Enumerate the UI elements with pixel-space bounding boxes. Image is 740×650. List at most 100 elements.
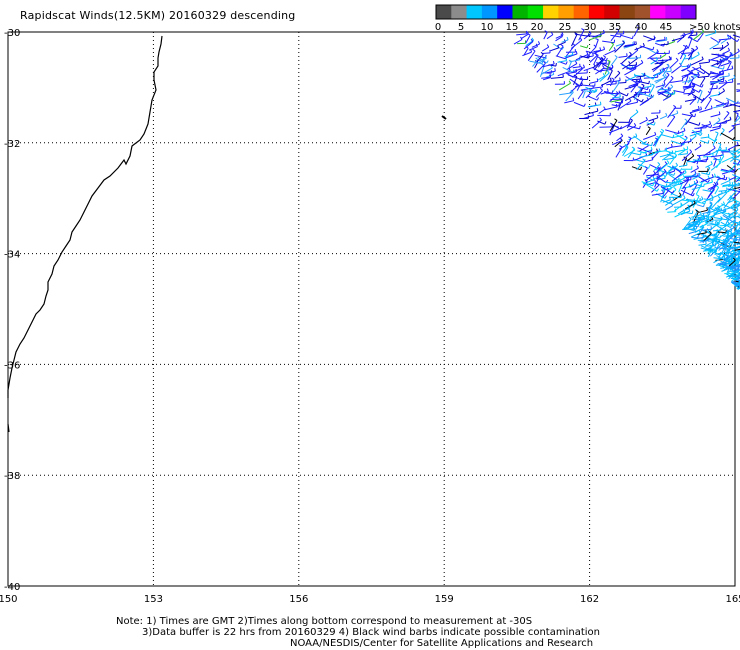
wind-barb (690, 58, 704, 66)
wind-barb-flag (703, 203, 705, 207)
wind-barb (684, 202, 696, 210)
wind-barb-flag (602, 55, 606, 58)
wind-barb (541, 76, 551, 79)
wind-barb-flag (683, 44, 687, 47)
wind-barb-flag (727, 221, 730, 225)
wind-barb-flag (572, 69, 575, 73)
wind-barb-flag (520, 36, 523, 40)
wind-barb-flag (731, 52, 734, 56)
wind-barb (723, 197, 733, 209)
wind-barb (672, 134, 684, 139)
wind-barb (632, 96, 643, 103)
wind-barb (633, 88, 642, 101)
wind-barb-flag (727, 248, 730, 252)
wind-barb-flag (706, 156, 709, 160)
wind-barb-flag (715, 185, 719, 188)
wind-barb-flag (698, 143, 702, 147)
wind-barb (721, 251, 730, 258)
wind-barb (565, 72, 574, 78)
wind-barb-flag (650, 149, 653, 153)
wind-barb (556, 45, 564, 57)
legend-swatch (573, 5, 590, 19)
wind-barb-flag (580, 77, 584, 80)
wind-barb (677, 149, 686, 156)
wind-barb (737, 159, 740, 165)
wind-barb (720, 179, 731, 185)
wind-barb (604, 49, 616, 56)
wind-barb-flag (684, 118, 688, 122)
wind-barb (610, 34, 621, 38)
wind-barb-flag (596, 108, 599, 112)
wind-barb (684, 57, 692, 60)
wind-barb (579, 55, 589, 59)
legend-swatch (665, 5, 682, 19)
wind-barb-flag (648, 165, 651, 169)
wind-barb-flag (611, 77, 615, 80)
wind-barb (650, 59, 658, 65)
wind-barb-flag (697, 38, 700, 42)
wind-barb-flag (708, 230, 712, 234)
wind-barb-flag (592, 52, 594, 57)
wind-barb (674, 177, 685, 184)
wind-barb-flag (666, 72, 670, 76)
wind-barb (732, 174, 740, 179)
wind-barb (700, 238, 715, 241)
legend-frame (435, 4, 697, 20)
wind-barb-flag (719, 58, 723, 62)
wind-barb (595, 89, 603, 98)
wind-barb (579, 45, 588, 49)
wind-barb-flag (701, 215, 705, 219)
wind-barb (555, 35, 563, 42)
wind-barb-flag (709, 208, 711, 212)
wind-barb (700, 93, 711, 104)
wind-barb (719, 54, 730, 58)
wind-barb (687, 77, 695, 88)
wind-barb-flag (701, 97, 705, 101)
wind-barb-flag (544, 55, 547, 59)
wind-barb-flag (685, 137, 688, 141)
wind-barb-flag (618, 103, 620, 107)
wind-barb (537, 56, 547, 64)
wind-barb-flag (575, 68, 577, 73)
wind-barb-flag (726, 229, 730, 233)
wind-barb-flag (686, 162, 688, 166)
wind-barb (691, 237, 703, 239)
wind-barb-flag (718, 124, 721, 129)
wind-barb (677, 130, 686, 135)
legend-label: 40 (635, 22, 648, 33)
wind-barb (627, 125, 637, 131)
wind-barb (691, 93, 703, 102)
wind-barb-flag (659, 69, 662, 73)
wind-barb-flag (653, 170, 656, 174)
wind-barb-flag (719, 235, 722, 239)
wind-barb (699, 239, 709, 243)
wind-barb-flag (722, 201, 726, 205)
wind-barb (705, 32, 717, 37)
wind-barb (691, 130, 702, 134)
wind-barb (707, 223, 716, 226)
wind-barb-flag (729, 240, 733, 243)
wind-barb (592, 59, 604, 69)
wind-barb (708, 56, 720, 62)
wind-barb (733, 110, 740, 113)
wind-barb (558, 41, 566, 46)
wind-barb (647, 51, 659, 60)
wind-barb (663, 181, 676, 189)
wind-barb (719, 129, 725, 136)
wind-barb (680, 120, 688, 130)
wind-barb-flag (685, 177, 689, 181)
wind-barb-flag (694, 208, 698, 212)
wind-barb-flag (722, 88, 726, 92)
wind-barb-flag (709, 202, 713, 205)
wind-barb-flag (673, 187, 677, 190)
wind-barb-flag (732, 224, 735, 229)
wind-barb-flag (583, 103, 586, 107)
wind-barb-flag (546, 44, 550, 48)
legend-swatch (680, 5, 697, 19)
lat-tick-label: -30 (4, 28, 20, 39)
wind-barb-flag (683, 195, 686, 199)
wind-barb (727, 188, 740, 193)
wind-barb (692, 217, 701, 229)
wind-barb (661, 189, 670, 199)
wind-barb-flag (652, 76, 656, 80)
